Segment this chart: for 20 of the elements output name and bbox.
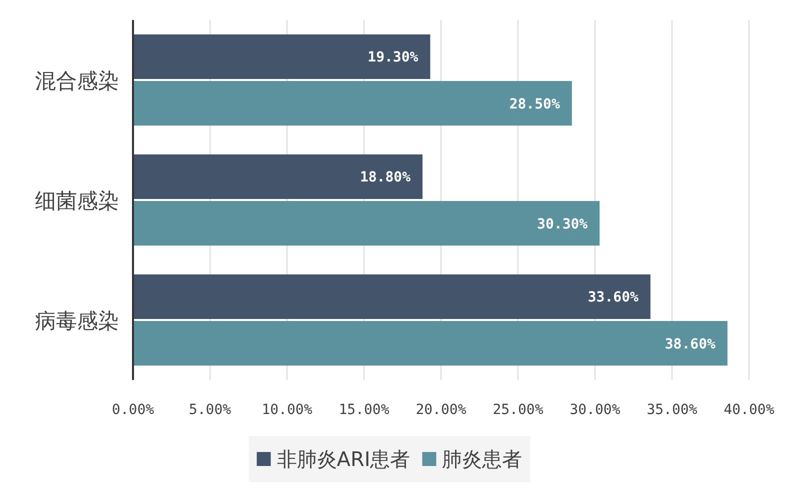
xtick: 20.00% xyxy=(416,402,466,418)
value-label: 33.60% xyxy=(588,290,638,306)
xtick: 10.00% xyxy=(262,402,312,418)
ytick: 病毒感染 xyxy=(35,309,119,333)
value-label: 30.30% xyxy=(537,216,588,232)
value-label: 18.80% xyxy=(360,170,411,186)
xtick: 25.00% xyxy=(492,402,544,418)
xtick: 15.00% xyxy=(338,402,390,418)
xtick: 30.00% xyxy=(570,402,620,418)
ytick: 细菌感染 xyxy=(35,189,119,213)
value-label: 19.30% xyxy=(368,50,418,66)
xtick: 0.00% xyxy=(112,402,154,418)
value-label: 38.60% xyxy=(664,336,716,352)
legend-label: 肺炎患者 xyxy=(442,447,522,471)
xtick: 40.00% xyxy=(724,402,774,418)
xtick: 35.00% xyxy=(646,402,698,418)
xtick: 5.00% xyxy=(188,402,232,418)
legend-label: 非肺炎ARI患者 xyxy=(276,447,410,471)
ytick: 混合感染 xyxy=(35,69,119,93)
value-label: 28.50% xyxy=(509,96,560,112)
